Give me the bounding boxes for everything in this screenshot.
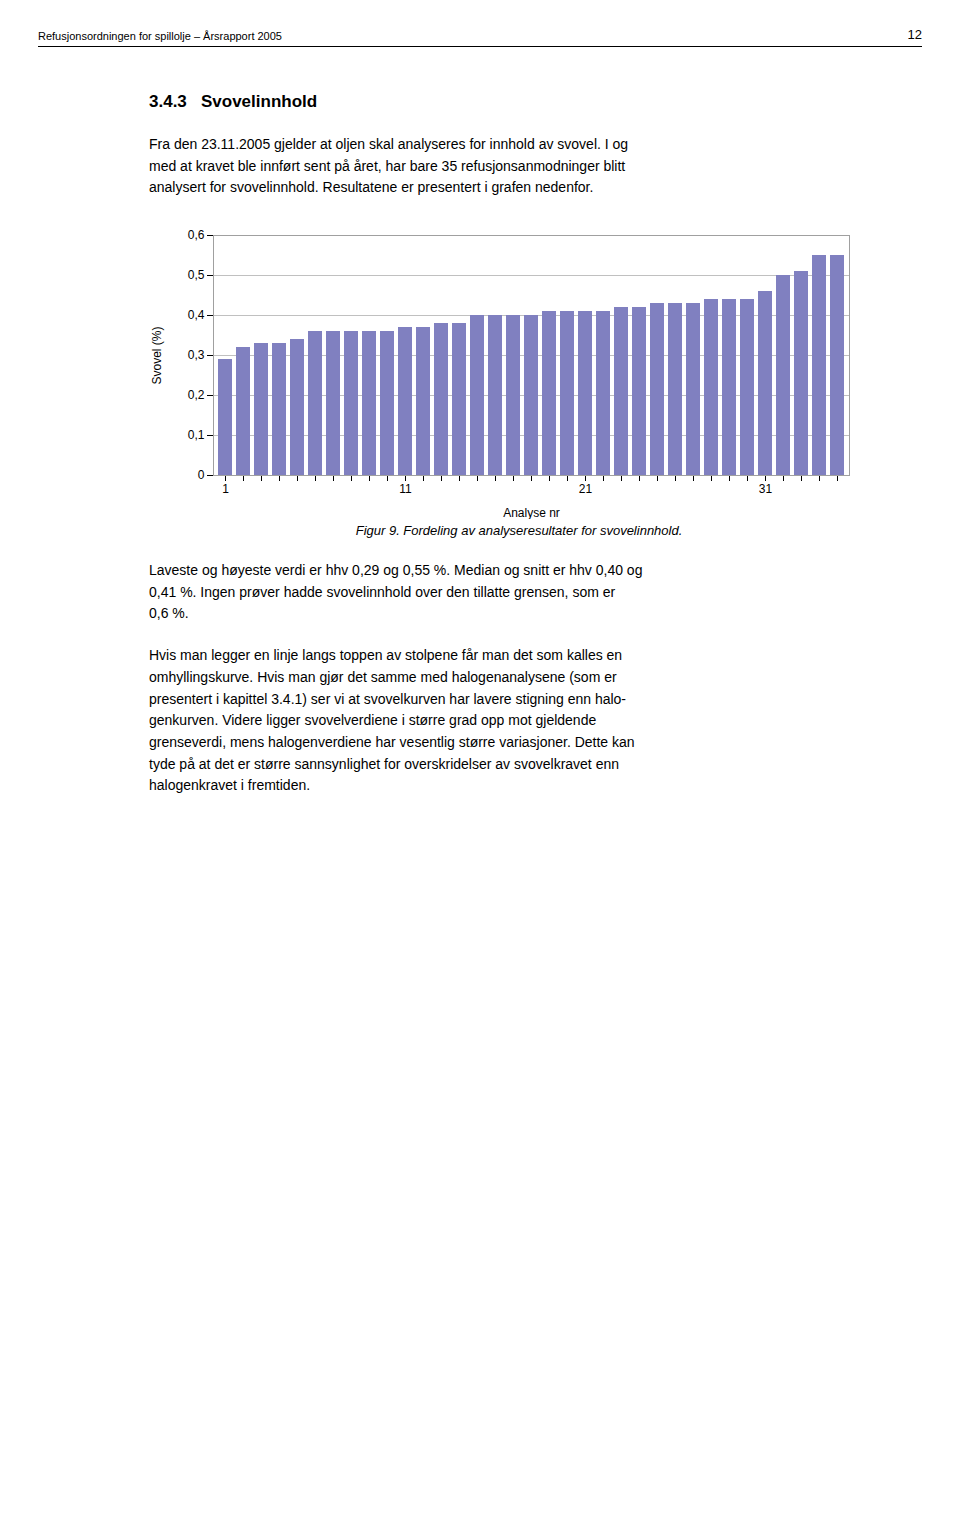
svg-text:0,3: 0,3 [188,348,205,362]
html-text:Laveste og høyeste verdi er hh: Laveste og høyeste verdi er hhv 0,29 og … [149,562,643,622]
svg-text:0,2: 0,2 [188,388,205,402]
html-text:Fra den 23.11.2005 gjelder at: Fra den 23.11.2005 gjelder at oljen skal… [149,136,629,196]
svg-text:0,4: 0,4 [188,308,205,322]
svg-text:Analyse nr: Analyse nr [503,506,560,520]
svg-text:11: 11 [399,482,412,496]
svg-text:1: 1 [222,482,229,496]
html-text:Refusjonsordningen for spillol: Refusjonsordningen for spillolje – Årsra… [38,30,282,42]
html-text:12: 12 [907,27,922,42]
svg-text:0,1: 0,1 [188,428,205,442]
svg-text:0,6: 0,6 [188,228,205,242]
html-text:Hvis man legger en linje langs: Hvis man legger en linje langs toppen av… [149,647,635,794]
html-text:Figur 9. Fordeling av analyser: Figur 9. Fordeling av analyseresultater … [355,523,683,539]
html-text:3.4.3 Svovelinnhold: 3.4.3 Svovelinnhold [149,92,318,111]
svg-text:21: 21 [579,482,593,496]
svg-text:31: 31 [759,482,773,496]
svg-text:0,5: 0,5 [188,268,205,282]
svg-text:0: 0 [198,468,205,482]
svg-text:Svovel (%): Svovel (%) [150,327,164,385]
